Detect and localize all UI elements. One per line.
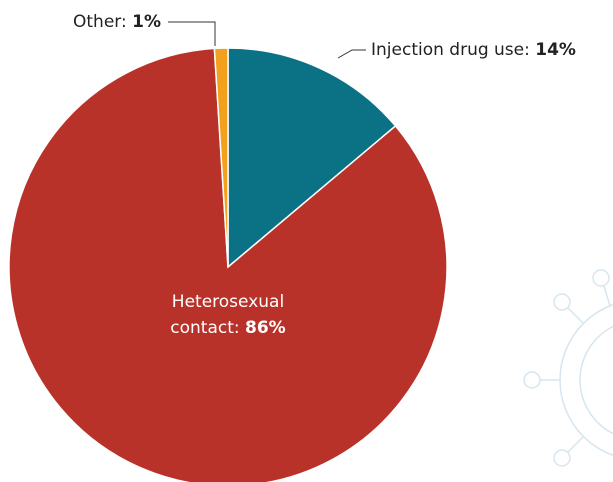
slice-label: Injection drug use: 14% xyxy=(371,40,576,60)
virus-decoration xyxy=(523,269,613,467)
slice-value-label: 1% xyxy=(132,12,161,32)
slice-value-label: 14% xyxy=(535,40,576,60)
slice-label-name-line2: contact: xyxy=(170,318,245,338)
slice-label: Heterosexual contact: 86% xyxy=(170,292,285,338)
slice-label: Other: 1% xyxy=(73,12,161,32)
slice-label-name: Heterosexual xyxy=(172,292,284,312)
leader-lines xyxy=(168,21,366,59)
pie-slice xyxy=(227,47,397,269)
slice-label-name: Injection drug use: xyxy=(371,40,535,60)
pie-slice xyxy=(8,47,448,482)
pie-slice xyxy=(213,47,229,268)
slice-value-label: 86% xyxy=(245,318,286,338)
slice-label-name: Other: xyxy=(73,12,132,32)
